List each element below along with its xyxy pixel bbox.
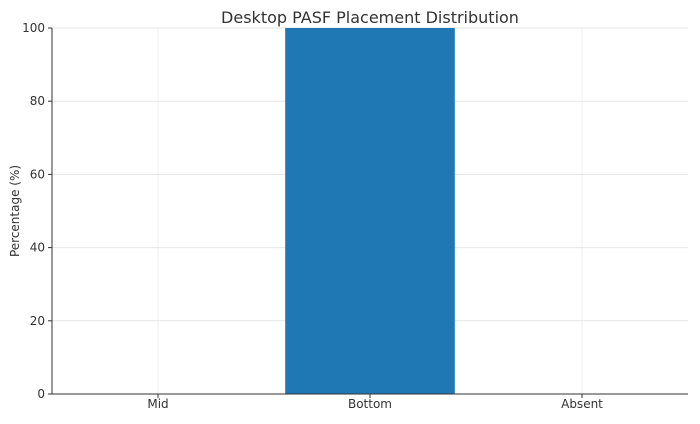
y-axis-label: Percentage (%) (8, 165, 22, 257)
y-tick-label: 100 (22, 21, 45, 35)
y-tick-label: 80 (30, 94, 45, 108)
y-tick-label: 0 (37, 387, 45, 401)
y-tick-label: 20 (30, 314, 45, 328)
axes (48, 27, 688, 398)
chart-title: Desktop PASF Placement Distribution (221, 8, 519, 27)
tick-labels: 0 20 40 60 80 100 Mid Bottom Absent (22, 21, 603, 411)
y-tick-label: 40 (30, 241, 45, 255)
bars (285, 28, 455, 394)
x-tick-label-bottom: Bottom (348, 397, 392, 411)
x-tick-label-mid: Mid (147, 397, 168, 411)
bar-bottom (285, 28, 455, 394)
x-tick-label-absent: Absent (561, 397, 603, 411)
y-tick-label: 60 (30, 167, 45, 181)
